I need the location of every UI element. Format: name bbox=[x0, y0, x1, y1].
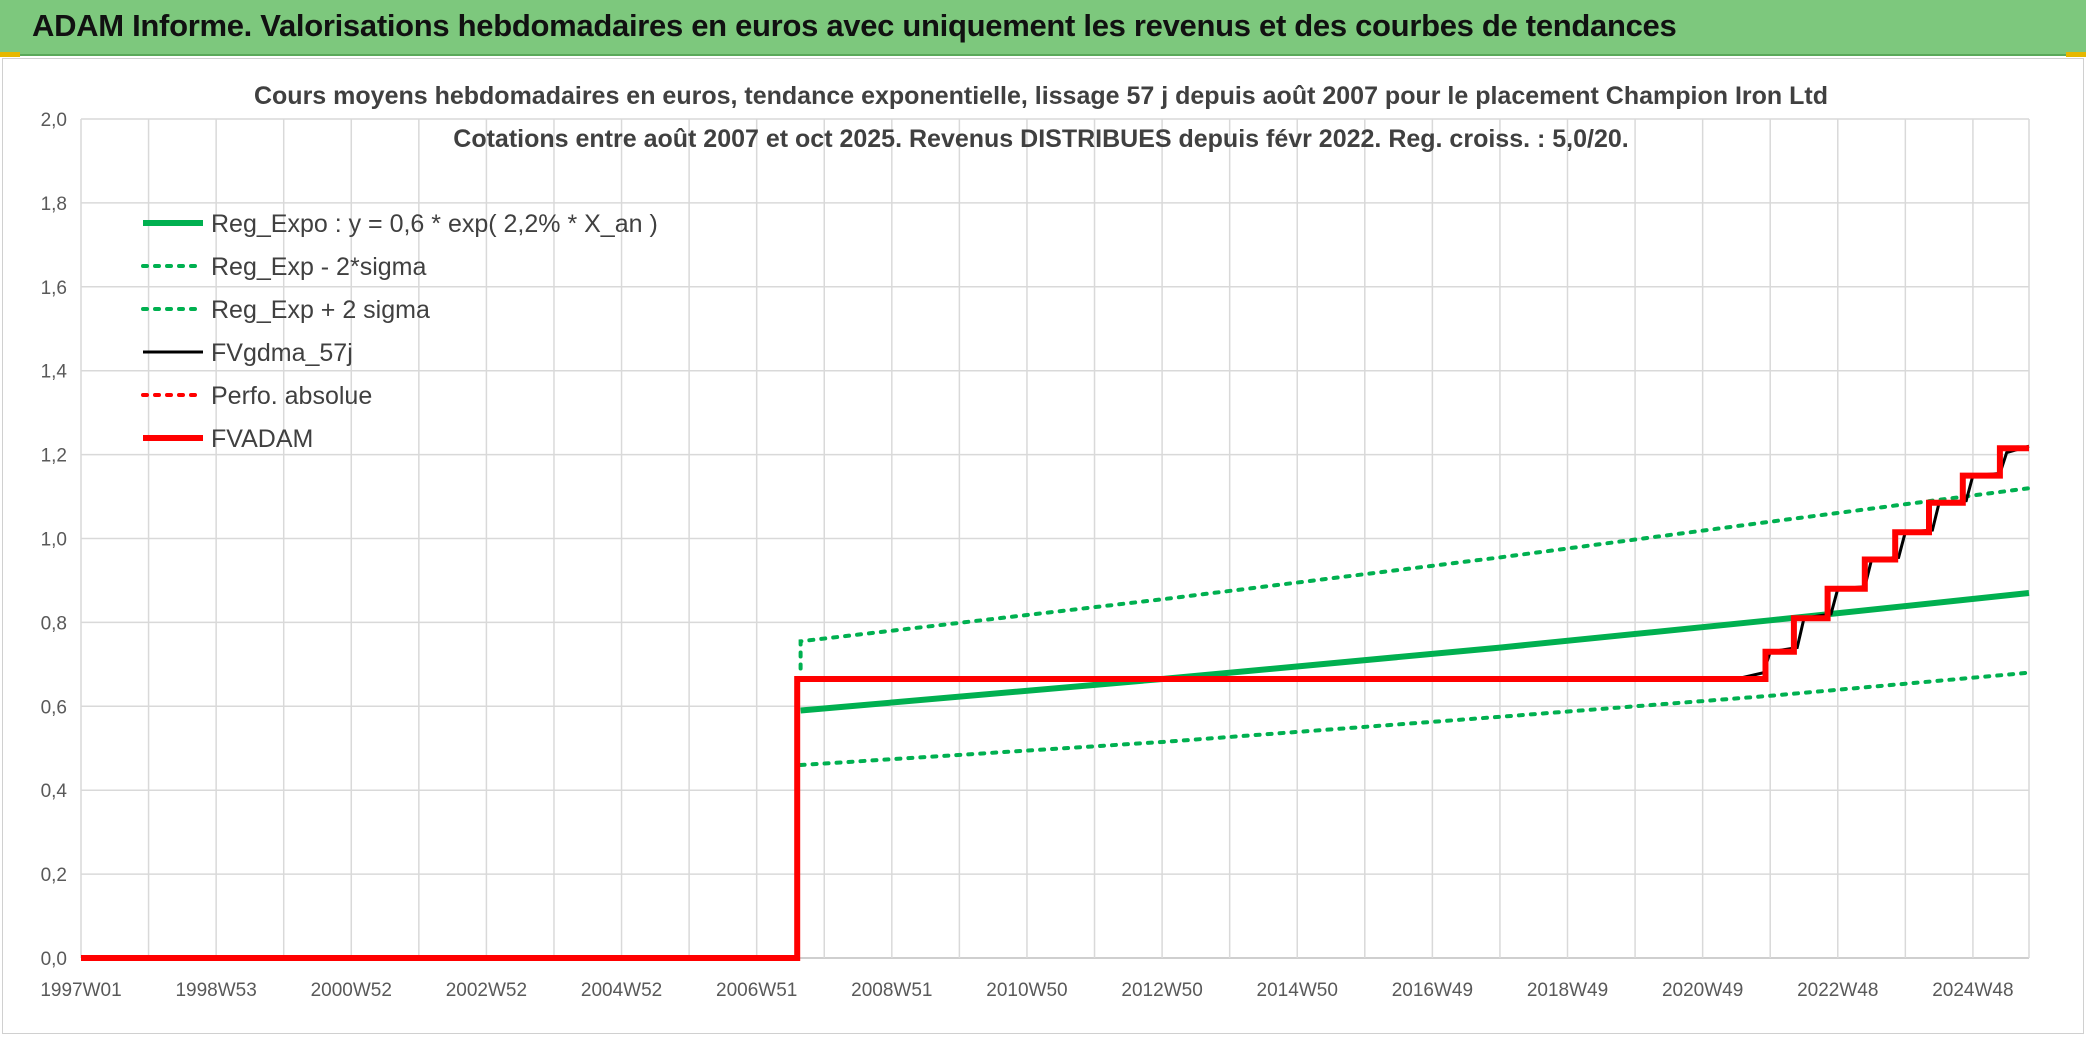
chart-title: Cours moyens hebdomadaires en euros, ten… bbox=[254, 82, 1828, 110]
y-tick-label: 2,0 bbox=[41, 110, 67, 131]
legend-label: FVgdma_57j bbox=[211, 339, 353, 367]
y-tick-label: 0,2 bbox=[41, 865, 67, 886]
y-tick-label: 1,0 bbox=[41, 530, 67, 551]
x-tick-label: 2010W50 bbox=[986, 980, 1067, 1001]
legend-label: Reg_Exp + 2 sigma bbox=[211, 296, 430, 324]
legend-label: Reg_Exp - 2*sigma bbox=[211, 253, 426, 281]
x-tick-label: 2000W52 bbox=[311, 980, 392, 1001]
legend: Reg_Expo : y = 0,6 * exp( 2,2% * X_an ) R… bbox=[141, 210, 658, 453]
x-tick-label: 2020W49 bbox=[1662, 980, 1743, 1001]
y-tick-label: 0,0 bbox=[41, 949, 67, 970]
series-line-3 bbox=[798, 486, 2031, 671]
x-tick-label: 1998W53 bbox=[175, 980, 256, 1001]
legend-label: Reg_Expo : y = 0,6 * exp( 2,2% * X_an ) bbox=[211, 210, 658, 238]
y-tick-label: 0,6 bbox=[41, 697, 67, 718]
x-tick-label: 2002W52 bbox=[446, 980, 527, 1001]
series-line-4 bbox=[1736, 444, 2030, 681]
x-tick-label: 2024W48 bbox=[1932, 980, 2013, 1001]
x-tick-label: 2014W50 bbox=[1257, 980, 1338, 1001]
x-tick-label: 2016W49 bbox=[1392, 980, 1473, 1001]
x-tick-label: 2012W50 bbox=[1121, 980, 1202, 1001]
series-line-1 bbox=[800, 590, 2030, 714]
x-axis: 1997W01 1998W53 2000W52 2002W52 2004W52 2006W… bbox=[40, 980, 2013, 1001]
header-bar: ADAM Informe. Valorisations hebdomadaire… bbox=[0, 0, 2086, 56]
chart-frame: Cours moyens hebdomadaires en euros, ten… bbox=[2, 58, 2084, 1034]
y-axis: 0,0 0,2 0,4 0,6 0,8 1,0 1,2 1,4 1,6 1,8 2,0 bbox=[41, 110, 68, 970]
y-tick-label: 0,4 bbox=[41, 781, 68, 802]
y-tick-label: 1,6 bbox=[41, 278, 67, 299]
corner-mark-right bbox=[2066, 52, 2086, 57]
legend-label: Perfo. absolue bbox=[211, 382, 372, 410]
chart-subtitle: Cotations entre août 2007 et oct 2025. R… bbox=[453, 125, 1628, 153]
x-tick-label: 2018W49 bbox=[1527, 980, 1608, 1001]
y-tick-label: 1,4 bbox=[41, 362, 68, 383]
x-tick-label: 2004W52 bbox=[581, 980, 662, 1001]
series-line-2 bbox=[798, 670, 2031, 767]
x-tick-label: 2022W48 bbox=[1797, 980, 1878, 1001]
line-chart: Cours moyens hebdomadaires en euros, ten… bbox=[40, 82, 2031, 1001]
y-tick-label: 0,8 bbox=[41, 613, 67, 634]
x-tick-label: 2008W51 bbox=[851, 980, 932, 1001]
series bbox=[81, 444, 2031, 961]
y-tick-label: 1,8 bbox=[41, 194, 67, 215]
grid bbox=[80, 118, 2030, 959]
y-tick-label: 1,2 bbox=[41, 446, 67, 467]
corner-mark-left bbox=[0, 52, 20, 57]
x-tick-label: 2006W51 bbox=[716, 980, 797, 1001]
x-tick-label: 1997W01 bbox=[40, 980, 121, 1001]
series-line-6 bbox=[81, 445, 2029, 961]
page-title: ADAM Informe. Valorisations hebdomadaire… bbox=[32, 8, 1677, 43]
legend-label: FVADAM bbox=[211, 425, 313, 453]
